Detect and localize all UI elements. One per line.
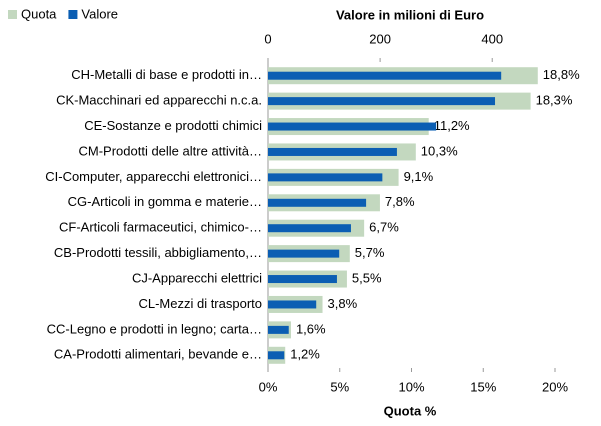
x-tick-label: 0% [259, 379, 278, 394]
bar [268, 275, 337, 284]
bar [268, 249, 340, 258]
x-tick-label: 20% [542, 379, 568, 394]
y-tick-label: CH-Metalli di base e prodotti in… [71, 67, 262, 82]
x-tick-label: 10% [398, 379, 424, 394]
bar [268, 173, 383, 182]
bar [268, 351, 285, 360]
x2-tick-label: 200 [369, 31, 391, 46]
y-tick-label: CM-Prodotti delle altre attività… [78, 143, 262, 158]
data-label: 7,8% [385, 194, 415, 209]
bar [268, 71, 502, 80]
legend-swatch [8, 10, 17, 19]
data-label: 6,7% [369, 220, 399, 235]
data-label: 18,3% [536, 93, 573, 108]
data-label: 9,1% [404, 169, 434, 184]
x2-axis-title: Valore in milioni di Euro [336, 7, 484, 22]
y-tick-label: CE-Sostanze e prodotti chimici [84, 118, 262, 133]
data-label: 5,7% [355, 245, 385, 260]
bar [268, 300, 317, 309]
data-label: 1,2% [290, 347, 320, 362]
legend-swatch [68, 10, 78, 19]
y-tick-label: CJ-Apparecchi elettrici [132, 270, 262, 285]
bar [268, 325, 289, 334]
x2-tick-label: 0 [264, 31, 271, 46]
data-label: 1,6% [296, 321, 326, 336]
x-tick-label: 15% [470, 379, 496, 394]
data-label: 3,8% [328, 296, 358, 311]
y-tick-label: CI-Computer, apparecchi elettronici… [45, 169, 262, 184]
bar [268, 122, 437, 131]
data-label: 18,8% [543, 67, 580, 82]
bar [268, 198, 367, 207]
legend-label: Valore [81, 6, 118, 21]
y-tick-label: CF-Articoli farmaceutici, chimico-… [59, 220, 262, 235]
data-label: 11,2% [434, 118, 470, 133]
bar [268, 147, 397, 156]
legend-label: Quota [21, 6, 57, 21]
x-tick-label: 5% [330, 379, 349, 394]
y-tick-label: CA-Prodotti alimentari, bevande e… [54, 347, 262, 362]
bar [268, 97, 496, 106]
y-tick-label: CG-Articoli in gomma e materie… [68, 194, 262, 209]
y-tick-label: CB-Prodotti tessili, abbigliamento,… [54, 245, 262, 260]
y-tick-label: CC-Legno e prodotti in legno; carta… [47, 321, 262, 336]
data-label: 5,5% [352, 270, 382, 285]
x2-tick-label: 400 [481, 31, 503, 46]
data-label: 10,3% [421, 143, 458, 158]
bar [268, 224, 351, 233]
y-tick-label: CK-Macchinari ed apparecchi n.c.a. [56, 93, 262, 108]
y-tick-label: CL-Mezzi di trasporto [138, 296, 262, 311]
x-axis-title: Quota % [384, 403, 437, 418]
